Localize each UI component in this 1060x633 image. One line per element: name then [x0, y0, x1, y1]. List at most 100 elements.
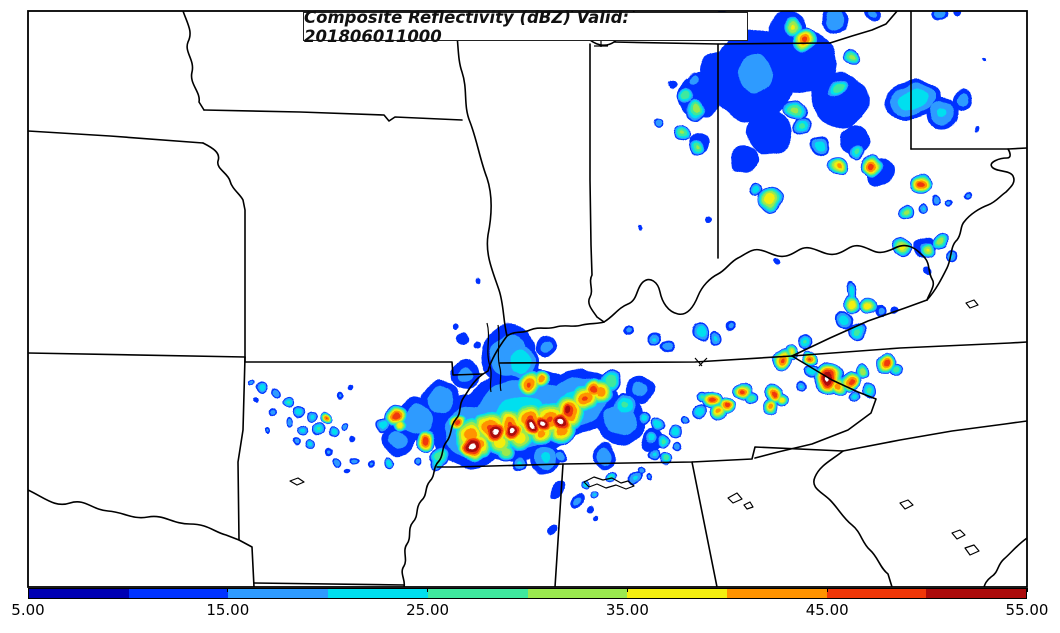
- radar-echo-band: [814, 140, 826, 152]
- radar-echo-layer: [248, 11, 987, 536]
- southcarolina-lake-2: [951, 529, 966, 540]
- radar-echo-band: [767, 405, 773, 411]
- radar-echo-band: [528, 422, 534, 428]
- radar-echo-band: [791, 25, 795, 29]
- radar-echo-band: [695, 326, 705, 336]
- radar-echo-band: [868, 162, 876, 170]
- radar-echo-band: [540, 454, 550, 464]
- border-mississippi-river-lower: [401, 335, 508, 587]
- radar-echo-band: [709, 397, 715, 403]
- radar-echo-band: [415, 459, 421, 465]
- arkansas-lake: [289, 477, 305, 486]
- radar-echo-band: [557, 419, 563, 425]
- radar-echo-band: [934, 11, 946, 19]
- atlantic-coastline: [983, 537, 1027, 587]
- radar-echo-band: [849, 53, 855, 59]
- border-pennsylvania-south: [910, 147, 1027, 150]
- border-tennessee-northcarolina: [754, 355, 877, 459]
- radar-echo-band: [956, 93, 970, 107]
- radar-echo-band: [801, 36, 809, 44]
- radar-echo-band: [663, 341, 673, 351]
- border-nebraska-kansas: [28, 130, 204, 144]
- georgia-lake-2: [743, 501, 754, 510]
- radar-echo-band: [653, 453, 657, 457]
- radar-echo-band: [831, 83, 845, 93]
- radar-echo-band: [342, 424, 348, 430]
- radar-echo-band: [296, 408, 304, 416]
- ohio-river-westvirginia: [926, 148, 1015, 301]
- radar-echo-band: [510, 428, 516, 434]
- southcarolina-lake-1: [899, 499, 914, 510]
- radar-echo-band: [791, 107, 799, 113]
- radar-echo-band: [293, 438, 299, 444]
- radar-echo-band: [637, 224, 643, 230]
- radar-echo-band: [492, 429, 498, 435]
- radar-echo-band: [780, 397, 786, 403]
- radar-echo-band: [631, 475, 637, 481]
- radar-echo-band: [808, 356, 812, 360]
- radar-echo-band: [681, 91, 691, 101]
- kentucky-lakes: [486, 322, 502, 393]
- radar-echo-band: [389, 431, 407, 449]
- radar-echo-band: [625, 327, 631, 333]
- radar-echo-band: [825, 11, 845, 30]
- radar-echo-band: [854, 328, 860, 334]
- radar-echo-band: [330, 429, 336, 435]
- radar-echo-band: [451, 321, 459, 329]
- colorbar-segment: [527, 589, 628, 598]
- radar-echo-band: [811, 71, 869, 129]
- colorbar-segment: [228, 589, 329, 598]
- virginia-lake: [965, 299, 979, 309]
- radar-echo-band: [688, 74, 698, 84]
- radar-echo-band: [287, 401, 291, 405]
- radar-echo-band: [546, 414, 554, 422]
- radar-echo-band: [593, 515, 599, 521]
- radar-echo-band: [918, 181, 924, 187]
- radar-echo-band: [983, 56, 987, 60]
- ohio-river-east: [603, 244, 935, 323]
- radar-echo-band: [752, 185, 760, 193]
- radar-echo-band: [921, 206, 925, 210]
- radar-echo-band: [654, 421, 662, 429]
- colorbar: [28, 588, 1027, 599]
- colorbar-tick-label: 15.00: [206, 601, 250, 619]
- border-georgia-southcarolina-river: [813, 450, 893, 587]
- georgia-lake-1: [727, 492, 743, 504]
- radar-echo-band: [540, 419, 546, 425]
- radar-echo-band: [882, 359, 890, 367]
- radar-echo-band: [368, 463, 372, 467]
- colorbar-segment: [926, 589, 1027, 598]
- radar-echo-band: [740, 388, 746, 394]
- radar-echo-band: [527, 380, 533, 386]
- radar-echo-band: [421, 437, 429, 445]
- radar-echo-band: [536, 428, 544, 436]
- radar-echo-band: [555, 451, 565, 461]
- radar-echo-band: [674, 443, 682, 451]
- border-arkansas-louisiana: [253, 582, 405, 586]
- radar-echo-band: [696, 408, 704, 416]
- radar-echo-band: [672, 428, 680, 436]
- radar-echo-band: [704, 215, 712, 223]
- colorbar-segment: [328, 589, 428, 598]
- border-kansas-oklahoma: [28, 352, 246, 358]
- radar-echo-band: [974, 127, 980, 133]
- radar-echo-band: [403, 405, 433, 435]
- radar-echo-band: [469, 444, 475, 450]
- border-oklahoma-arkansas-texas: [237, 356, 255, 587]
- border-red-river-texas-oklahoma: [28, 489, 240, 541]
- radar-echo-band: [964, 195, 968, 199]
- radar-echo-band: [641, 414, 649, 422]
- radar-echo-band: [728, 322, 734, 328]
- radar-echo-band: [730, 145, 760, 175]
- radar-echo-band: [853, 149, 859, 155]
- tennessee-river-alabama-lake: [583, 476, 635, 490]
- radar-echo-band: [700, 394, 706, 400]
- radar-echo-band: [538, 375, 546, 383]
- border-missouri-arkansas: [244, 361, 484, 376]
- radar-echo-band: [324, 417, 328, 421]
- radar-echo-band: [848, 284, 856, 296]
- radar-echo-band: [897, 89, 929, 111]
- radar-echo-band: [804, 339, 808, 343]
